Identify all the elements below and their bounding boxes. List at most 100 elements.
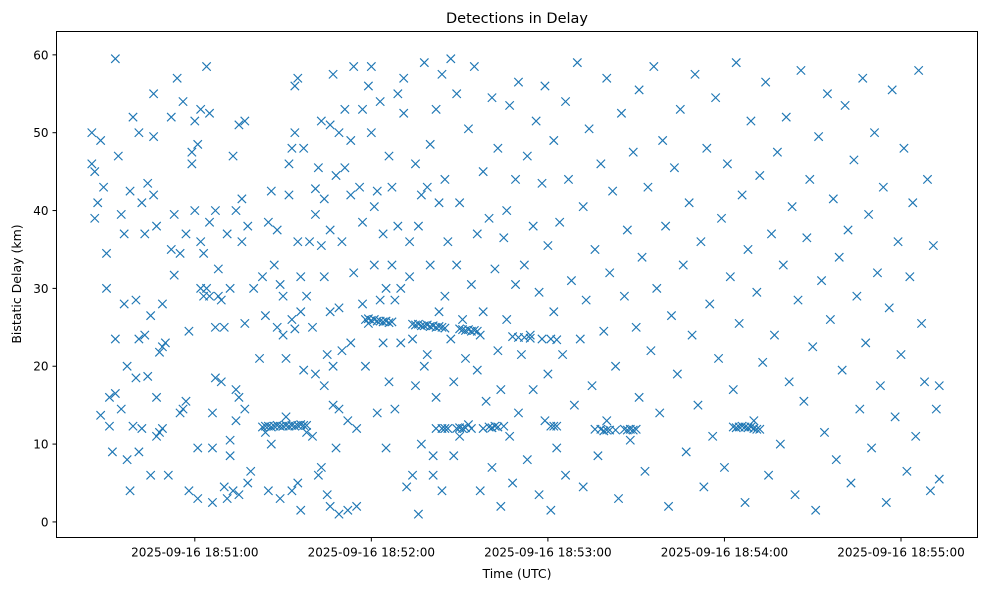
data-point <box>537 178 547 188</box>
data-point <box>731 423 741 433</box>
data-point <box>231 205 241 216</box>
data-point <box>272 322 282 332</box>
data-point <box>702 143 712 153</box>
data-point <box>781 112 791 122</box>
data-point <box>469 61 479 72</box>
data-point <box>310 209 321 220</box>
data-point <box>266 422 276 432</box>
data-point <box>593 451 603 461</box>
data-point <box>110 334 120 344</box>
data-point <box>746 116 756 126</box>
data-point <box>354 182 365 192</box>
data-point <box>590 244 600 255</box>
data-point <box>513 77 524 87</box>
data-point <box>390 404 400 414</box>
data-point <box>169 270 179 280</box>
data-point <box>510 174 521 185</box>
data-point <box>240 318 250 329</box>
y-tick-label: 0 <box>41 515 49 529</box>
data-point <box>566 276 577 286</box>
data-point <box>128 421 138 431</box>
x-axis-label: Time (UTC) <box>481 566 551 581</box>
data-point <box>455 198 465 208</box>
data-point <box>502 205 512 216</box>
data-point <box>387 182 397 192</box>
y-axis-ticks: 0 10 20 30 40 50 60 <box>33 48 57 529</box>
data-point <box>146 311 156 321</box>
data-point <box>602 73 612 83</box>
data-point <box>134 128 144 138</box>
data-point <box>190 205 200 216</box>
data-point <box>319 381 329 391</box>
data-point <box>728 384 738 395</box>
data-point <box>581 295 591 305</box>
data-point <box>196 104 206 114</box>
data-point <box>390 295 400 305</box>
data-point <box>505 431 515 441</box>
data-point <box>349 61 359 72</box>
data-point <box>643 182 653 192</box>
data-point <box>743 244 753 255</box>
data-point <box>154 347 165 357</box>
data-point <box>290 81 300 91</box>
data-point <box>572 58 582 68</box>
data-point <box>281 412 291 422</box>
data-point <box>522 455 532 465</box>
data-point <box>325 120 335 130</box>
data-point <box>690 69 700 79</box>
data-point <box>249 283 259 293</box>
data-point <box>143 178 153 188</box>
data-point <box>522 151 532 161</box>
data-point <box>407 334 418 344</box>
data-point <box>619 291 630 301</box>
data-point <box>160 338 170 348</box>
data-point <box>334 509 344 519</box>
data-point <box>278 330 288 340</box>
data-point <box>316 462 326 473</box>
data-point <box>552 421 562 431</box>
y-tick-label: 20 <box>33 360 48 374</box>
data-point <box>175 408 185 418</box>
data-point <box>472 365 482 375</box>
data-point <box>934 381 944 391</box>
data-point <box>148 89 159 99</box>
data-point <box>104 421 115 431</box>
data-point <box>855 404 865 414</box>
data-point <box>463 124 474 134</box>
data-point <box>899 143 909 153</box>
y-tick-label: 50 <box>33 126 48 140</box>
data-point <box>234 490 244 500</box>
data-point <box>243 221 253 231</box>
data-point <box>290 421 300 431</box>
data-point <box>928 240 938 251</box>
data-point <box>375 295 385 305</box>
data-point <box>366 61 376 72</box>
data-point <box>231 416 241 426</box>
data-point <box>87 128 97 138</box>
data-point <box>366 128 376 138</box>
data-point <box>525 330 535 340</box>
data-point <box>634 85 644 95</box>
data-point <box>163 470 173 480</box>
data-point <box>455 431 465 441</box>
data-point <box>399 73 409 83</box>
data-point <box>469 325 479 336</box>
data-point <box>746 422 756 432</box>
data-point <box>549 307 559 317</box>
y-tick-label: 60 <box>33 48 48 62</box>
data-point <box>413 221 424 231</box>
data-point <box>631 322 641 332</box>
data-point <box>322 490 332 500</box>
data-point <box>866 443 877 453</box>
data-point <box>752 287 762 297</box>
data-point <box>325 225 335 235</box>
data-point <box>284 159 294 169</box>
data-point <box>396 338 406 348</box>
data-point <box>672 369 682 379</box>
data-point <box>766 229 777 239</box>
data-point <box>499 421 509 431</box>
data-point <box>181 229 191 239</box>
data-point <box>840 100 850 111</box>
data-point <box>449 377 459 387</box>
data-point <box>602 416 612 426</box>
